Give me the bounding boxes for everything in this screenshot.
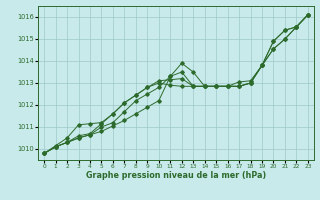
X-axis label: Graphe pression niveau de la mer (hPa): Graphe pression niveau de la mer (hPa) — [86, 171, 266, 180]
